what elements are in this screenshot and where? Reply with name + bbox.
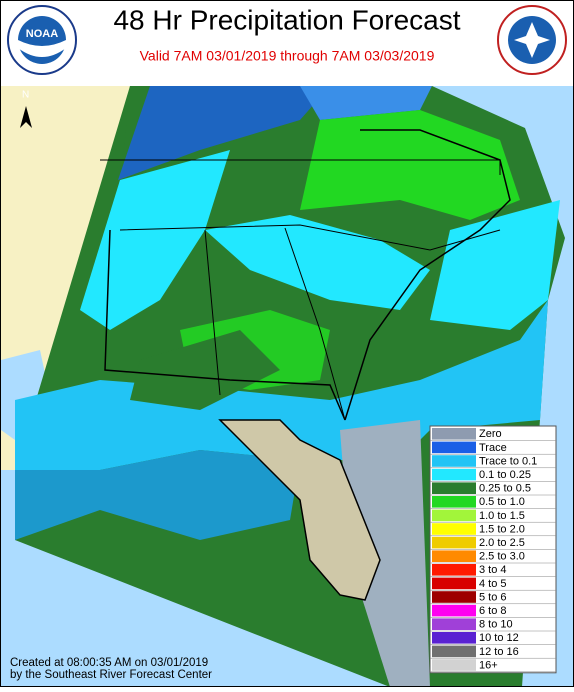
legend-swatch [432,604,476,617]
legend-swatch [432,564,476,576]
legend-swatch [432,632,476,644]
legend-swatch [432,509,476,522]
legend-swatch [432,496,476,508]
dark-green-gulf [130,330,280,410]
legend-label: Trace to 0.1 [479,455,537,467]
legend-swatch [432,428,476,440]
legend-label: 0.5 to 1.0 [479,496,525,508]
state-line [204,229,221,396]
legend-swatch [432,618,476,630]
green-north [300,110,520,220]
noaa-gull [18,40,66,57]
cyan-atlantic [430,200,560,330]
legend-swatch [432,482,476,494]
state-line [284,227,346,421]
legend-label: 4 to 5 [479,578,507,590]
legend-label: Trace [479,442,507,454]
legend-label: 5 to 6 [479,591,507,603]
legend-label: 8 to 10 [479,619,513,631]
legend-swatch [432,645,476,658]
state-line [104,229,346,421]
legend-label: 12 to 16 [479,646,519,658]
legend-swatch [432,577,476,590]
legend-label: 10 to 12 [479,632,519,644]
legend-label: 3 to 4 [479,564,507,576]
legend-label: 1.0 to 1.5 [479,510,525,522]
cyan-west [80,150,230,330]
legend-label: 0.25 to 0.5 [479,483,531,495]
nws-star [514,22,550,58]
legend-label: 2.0 to 2.5 [479,537,525,549]
footer-line: by the Southeast River Forecast Center [10,669,212,681]
trace-band [118,86,330,180]
legend-label: 0.1 to 0.25 [479,469,531,481]
legend-swatch [432,468,476,481]
legend-swatch [432,550,476,562]
north-label: N [22,90,29,101]
florida [218,419,381,601]
legend-swatch [432,455,476,467]
legend-label: 16+ [479,659,498,671]
legend-swatch [432,441,476,454]
legend-label: 6 to 8 [479,605,507,617]
legend-swatch [432,536,476,549]
legend-swatch [432,591,476,603]
legend-swatch [432,659,476,671]
footer-line: Created at 08:00:35 AM on 03/01/2019 [10,657,208,669]
legend-label: 2.5 to 3.0 [479,551,525,563]
zero-area [340,420,430,687]
header [0,0,574,86]
noaa-text: NOAA [26,28,58,40]
legend-label: Zero [479,428,502,440]
legend-swatch [432,523,476,535]
legend-label: 1.5 to 2.0 [479,523,525,535]
coastline [344,129,511,421]
north-arrow [20,106,32,128]
trace-band-ne [300,86,432,120]
trace-south [15,450,300,540]
subtitle: Valid 7AM 03/01/2019 through 7AM 03/03/2… [140,48,435,64]
title: 48 Hr Precipitation Forecast [113,4,460,35]
